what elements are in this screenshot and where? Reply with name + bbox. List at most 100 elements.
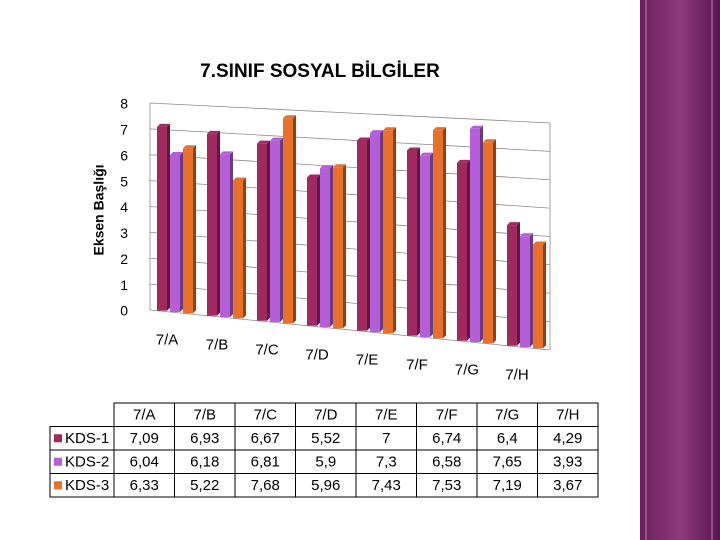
bar-side — [493, 139, 496, 344]
bar-top — [470, 125, 483, 129]
legend-key — [54, 434, 62, 443]
y-tick-label: 4 — [120, 199, 128, 215]
bar-top — [183, 145, 196, 149]
table-value: 5,9 — [315, 454, 336, 471]
bar-top — [270, 137, 283, 141]
bar-top — [283, 115, 296, 119]
legend-label: KDS-1 — [65, 430, 109, 447]
bar — [270, 140, 280, 322]
y-tick-label: 8 — [120, 96, 128, 112]
bar-top — [170, 151, 183, 155]
bar-side — [467, 159, 470, 341]
bar-top — [357, 137, 370, 141]
legend-key — [54, 481, 62, 490]
bar-top — [207, 130, 220, 134]
grid-line — [149, 309, 551, 351]
table-value: 6,4 — [497, 430, 518, 447]
bar — [170, 154, 180, 312]
bar-side — [393, 127, 396, 334]
table-value: 7,65 — [493, 454, 522, 471]
x-tick-label: 7/D — [305, 346, 329, 363]
table-value: 4,29 — [553, 430, 582, 447]
table-value: 6,18 — [190, 454, 219, 471]
table-value: 3,67 — [553, 477, 582, 494]
bar-top — [333, 164, 346, 168]
table-header: 7/B — [193, 407, 216, 424]
bar-side — [193, 145, 196, 314]
y-tick-label: 5 — [120, 173, 128, 189]
grid-line — [149, 102, 551, 124]
x-tick-label: 7/G — [455, 361, 479, 378]
bar-top — [507, 222, 520, 226]
x-tick-label: 7/C — [255, 341, 279, 358]
bar — [457, 162, 467, 341]
table-value: 7 — [382, 430, 390, 447]
bar-side — [243, 177, 246, 319]
bar-top — [407, 147, 420, 151]
table-value: 6,58 — [432, 454, 461, 471]
table-value: 3,93 — [553, 454, 582, 471]
x-tick-label: 7/B — [206, 336, 229, 353]
bar-top — [383, 127, 396, 131]
bar-side — [343, 164, 346, 329]
chart-title: 7.SINIF SOSYAL BİLGİLER — [200, 61, 440, 82]
legend-key — [54, 457, 62, 466]
y-tick-label: 7 — [120, 122, 128, 138]
bar-side — [180, 151, 183, 312]
bar-top — [457, 159, 470, 163]
bar — [183, 148, 193, 314]
bar-top — [420, 152, 433, 156]
table-header: 7/D — [314, 407, 338, 424]
table-header: 7/G — [495, 407, 519, 424]
table-header: 7/H — [556, 407, 579, 424]
bar-side — [367, 137, 370, 331]
table-header: 7/A — [133, 407, 156, 424]
bar-side — [530, 233, 533, 347]
bar-side — [280, 137, 283, 322]
bar — [157, 126, 167, 311]
bar — [383, 130, 393, 334]
bar — [333, 167, 343, 329]
table-header: 7/C — [254, 407, 278, 424]
bar-side — [317, 174, 320, 326]
table-value: 7,68 — [251, 477, 280, 494]
bar-side — [293, 115, 296, 324]
table-value: 6,67 — [251, 430, 280, 447]
bar — [307, 177, 317, 326]
table-value: 5,52 — [311, 430, 340, 447]
bar — [470, 128, 480, 342]
bar — [283, 118, 293, 324]
y-tick-label: 2 — [120, 251, 128, 267]
bar-side — [417, 147, 420, 336]
table-value: 7,19 — [493, 477, 522, 494]
side-band — [640, 0, 720, 540]
y-tick-label: 0 — [120, 303, 128, 319]
legend-label: KDS-2 — [65, 454, 109, 471]
bar-side — [517, 222, 520, 346]
y-tick-label: 3 — [120, 225, 128, 241]
bar — [370, 133, 380, 332]
table-value: 7,09 — [130, 430, 159, 447]
bar-top — [307, 174, 320, 178]
bar-side — [443, 127, 446, 339]
table-value: 7,3 — [376, 454, 397, 471]
bar — [433, 130, 443, 339]
table-value: 6,93 — [190, 430, 219, 447]
bar — [407, 150, 417, 336]
bar-top — [520, 233, 533, 237]
bar-top — [257, 140, 270, 144]
bar — [507, 225, 517, 346]
y-tick-label: 6 — [120, 147, 128, 163]
bar-side — [430, 152, 433, 337]
bar-top — [533, 241, 546, 245]
table-cell — [537, 473, 599, 498]
bar-side — [230, 151, 233, 317]
bar-top — [157, 123, 170, 127]
bar-top — [320, 165, 333, 169]
table-value: 6,81 — [251, 454, 280, 471]
bar — [320, 168, 330, 327]
table-value: 6,04 — [130, 454, 159, 471]
bar-top — [433, 127, 446, 131]
table-value: 5,96 — [311, 477, 340, 494]
